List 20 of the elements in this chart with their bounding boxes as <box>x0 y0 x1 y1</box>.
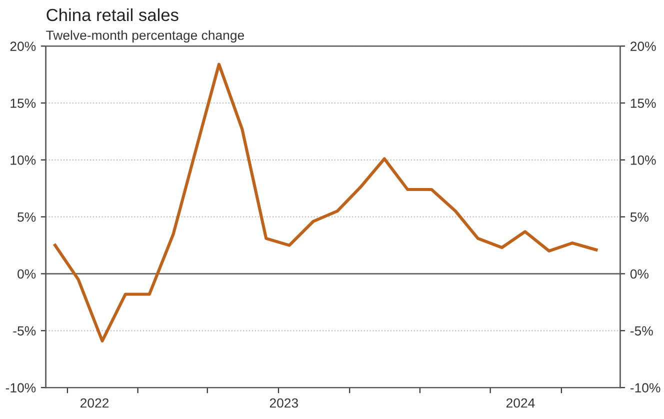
x-tick-label: 2024 <box>506 398 535 408</box>
y-tick-label: 5% <box>18 212 36 222</box>
y-tick-label: 10% <box>10 155 36 165</box>
line-series <box>54 62 598 342</box>
y-tick-label: 15% <box>10 98 36 108</box>
y2-tick-label: 20% <box>630 42 656 51</box>
y2-tick-label: -5% <box>630 326 653 336</box>
chart-title: China retail sales <box>46 8 178 22</box>
y-tick-label: 0% <box>18 269 36 279</box>
y2-tick-label: 15% <box>630 98 656 108</box>
y2-tick-label: -10% <box>630 383 660 392</box>
y-tick-label: -5% <box>13 326 36 336</box>
y2-tick-label: 0% <box>630 269 648 279</box>
x-tick-label: 2023 <box>270 398 298 408</box>
y-tick-label: -10% <box>6 383 36 392</box>
y-tick-label: 20% <box>10 42 36 51</box>
x-tick-label: 2022 <box>80 398 109 408</box>
chart-subtitle: Twelve-month percentage change <box>46 30 244 43</box>
y2-tick-label: 10% <box>630 155 656 165</box>
y2-tick-label: 5% <box>630 212 648 222</box>
